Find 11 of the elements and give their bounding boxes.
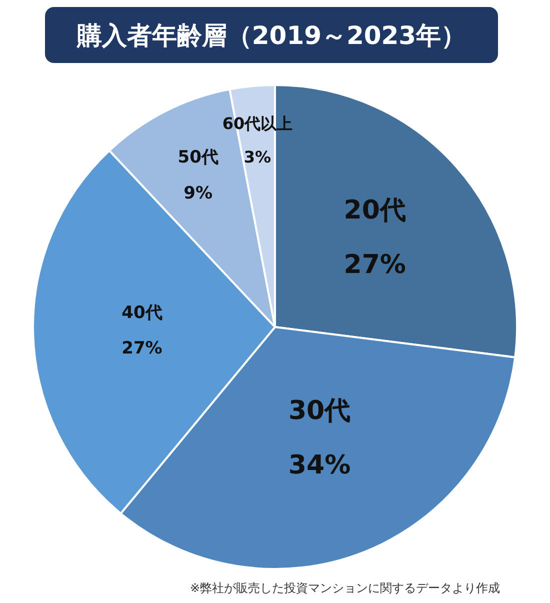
data-label: 27%	[122, 338, 162, 358]
slice-label: 20代	[344, 195, 406, 226]
data-label: 34%	[288, 450, 351, 481]
chart-title: 購入者年齢層（2019～2023年）	[76, 20, 466, 52]
slice-label: 50代	[178, 148, 218, 168]
slice-label: 40代	[122, 302, 162, 323]
slice-label: 30代	[288, 396, 351, 426]
data-label: 3%	[244, 147, 272, 166]
data-label: 9%	[184, 183, 213, 204]
text: ※弊社が販売した投資マンションに関するデータより作成	[190, 580, 500, 597]
data-label: 27%	[344, 250, 406, 280]
